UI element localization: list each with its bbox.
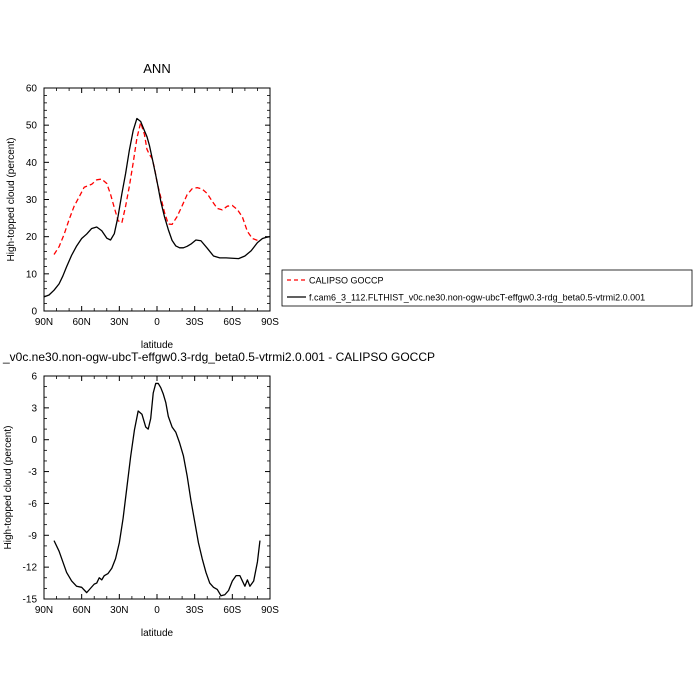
top-y-tick-label: 0 (31, 307, 37, 318)
bottom-y-tick-label: -15 (23, 595, 38, 606)
top-series-line-1 (43, 117, 271, 298)
bottom-x-tick-label: 30N (110, 605, 128, 616)
legend-box (281, 269, 693, 307)
top-chart-title: ANN (143, 61, 170, 76)
top-x-tick-label: 90S (261, 317, 279, 328)
top-y-axis-label: High-topped cloud (percent) (6, 138, 17, 262)
top-y-tick-label: 10 (26, 269, 38, 280)
top-y-tick-label: 20 (26, 232, 38, 243)
top-series-line-0 (53, 121, 261, 255)
bottom-y-tick-label: -12 (23, 563, 38, 574)
top-x-tick-label: 30S (186, 317, 204, 328)
bottom-x-tick-label: 90S (261, 605, 279, 616)
bottom-series-line-0 (53, 382, 261, 597)
top-x-tick-label: 30N (110, 317, 128, 328)
top-y-tick-label: 40 (26, 158, 38, 169)
bottom-x-tick-label: 0 (154, 605, 160, 616)
bottom-x-tick-label: 60N (72, 605, 90, 616)
bottom-y-tick-label: 6 (31, 372, 37, 383)
top-x-axis-label: latitude (141, 340, 174, 351)
top-y-tick-label: 50 (26, 121, 38, 132)
bottom-panel: _v0c.ne30.non-ogw-ubcT-effgw0.3-rdg_beta… (2, 350, 435, 639)
top-x-tick-label: 60S (223, 317, 241, 328)
bottom-y-axis-label: High-topped cloud (percent) (3, 426, 14, 550)
top-panel: ANN 90N 60N 30N 0 30S 60S 90S 0 10 20 30 40 50 60 lat… (6, 61, 279, 351)
legend: CALIPSO GOCCP f.cam6_3_112.FLTHIST_v0c.n… (281, 269, 693, 307)
bottom-y-tick-label: -9 (28, 531, 37, 542)
top-x-tick-label: 60N (72, 317, 90, 328)
bottom-y-tick-label: -6 (28, 499, 37, 510)
legend-label-model: f.cam6_3_112.FLTHIST_v0c.ne30.non-ogw-ub… (309, 293, 645, 303)
bottom-x-tick-label: 30S (186, 605, 204, 616)
bottom-y-tick-label: 0 (31, 435, 37, 446)
bottom-plot-frame (43, 375, 271, 600)
top-y-tick-label: 30 (26, 195, 38, 206)
bottom-y-tick-label: -3 (28, 467, 37, 478)
top-x-tick-label: 0 (154, 317, 160, 328)
bottom-y-tick-label: 3 (31, 403, 37, 414)
top-x-tick-label: 90N (35, 317, 53, 328)
bottom-x-tick-label: 60S (223, 605, 241, 616)
top-y-tick-label: 60 (26, 84, 38, 95)
bottom-x-axis-label: latitude (141, 628, 174, 639)
bottom-x-tick-label: 90N (35, 605, 53, 616)
legend-label-calipso: CALIPSO GOCCP (309, 276, 384, 286)
bottom-chart-title: _v0c.ne30.non-ogw-ubcT-effgw0.3-rdg_beta… (2, 350, 435, 364)
